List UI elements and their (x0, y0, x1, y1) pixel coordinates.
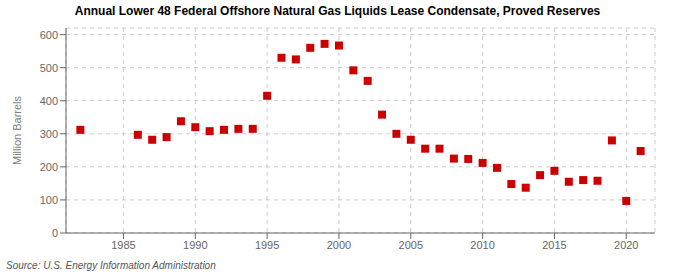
svg-text:2020: 2020 (614, 239, 638, 251)
svg-text:100: 100 (40, 194, 58, 206)
svg-text:2005: 2005 (399, 239, 423, 251)
html-text:Annual Lower 48 Federal Offsho: Annual Lower 48 Federal Offshore Natural… (74, 4, 601, 18)
svg-text:2000: 2000 (327, 239, 351, 251)
svg-text:1985: 1985 (111, 239, 135, 251)
svg-text:1995: 1995 (255, 239, 279, 251)
svg-text:Million Barrels: Million Barrels (11, 95, 23, 165)
svg-text:400: 400 (40, 95, 58, 107)
svg-text:0: 0 (52, 227, 58, 239)
svg-text:2015: 2015 (542, 239, 566, 251)
svg-text:300: 300 (40, 128, 58, 140)
html-text:Source: U.S. Energy Informatio: Source: U.S. Energy Information Administ… (6, 260, 216, 271)
svg-text:1990: 1990 (183, 239, 207, 251)
svg-text:200: 200 (40, 161, 58, 173)
svg-text:500: 500 (40, 62, 58, 74)
svg-text:600: 600 (40, 29, 58, 41)
svg-text:2010: 2010 (470, 239, 494, 251)
